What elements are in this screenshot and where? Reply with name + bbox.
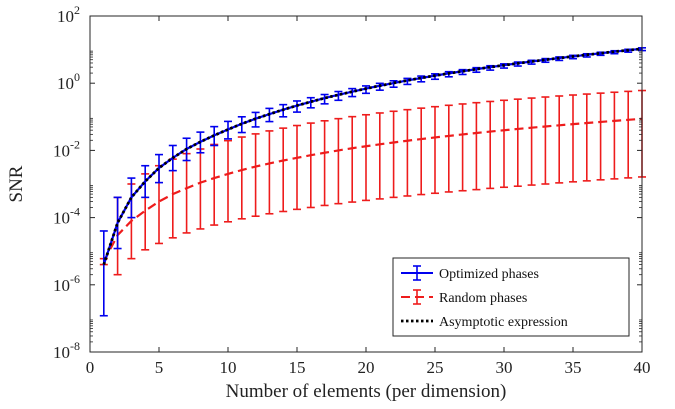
series-layer <box>99 47 646 317</box>
y-tick-label: 102 <box>57 3 80 26</box>
x-tick-label: 40 <box>634 358 651 377</box>
y-tick-label: 10-4 <box>53 205 80 228</box>
y-tick-label: 10-2 <box>53 137 80 160</box>
x-tick-label: 25 <box>427 358 444 377</box>
legend-items: Optimized phases Random phases Asymptotic … <box>401 265 568 330</box>
y-tick-label: 100 <box>57 70 80 93</box>
x-tick-label: 20 <box>358 358 375 377</box>
x-tick-label: 0 <box>86 358 95 377</box>
series-random-phases <box>99 89 646 276</box>
y-axis-label: SNR <box>6 165 27 202</box>
series-asymptotic-expression <box>102 47 643 266</box>
x-tick-label: 30 <box>496 358 513 377</box>
y-tick-label: 10-8 <box>53 339 80 362</box>
x-tick-label: 35 <box>565 358 582 377</box>
y-tick-label: 10-6 <box>53 272 80 295</box>
x-tick-label: 10 <box>220 358 237 377</box>
x-axis-label: Number of elements (per dimension) <box>226 381 507 402</box>
x-tick-label: 15 <box>289 358 306 377</box>
x-tick-label: 5 <box>155 358 164 377</box>
legend-label: Asymptotic expression <box>439 315 568 330</box>
series-line <box>102 117 643 262</box>
ticks-layer: 0 5 10 15 20 25 30 35 40 10-8 10-6 10-4 10-2 100 102 <box>53 3 651 377</box>
series-line <box>102 47 643 266</box>
legend-label: Optimized phases <box>439 267 539 282</box>
legend: Optimized phases Random phases Asymptotic … <box>392 257 630 337</box>
legend-label: Random phases <box>439 291 527 306</box>
